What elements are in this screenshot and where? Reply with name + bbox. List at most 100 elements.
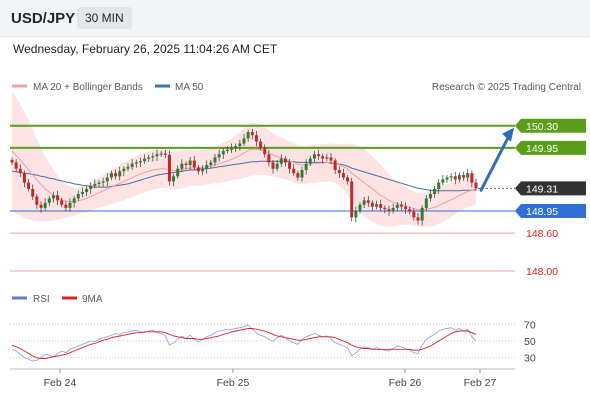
candle — [234, 143, 238, 152]
candle — [420, 205, 424, 226]
candle-body — [375, 204, 379, 207]
candle-body — [399, 204, 403, 207]
rsi-tick-70: 70 — [524, 319, 536, 331]
candle — [317, 149, 321, 161]
candle-body — [85, 188, 89, 193]
candle — [358, 202, 362, 214]
candle — [51, 191, 55, 203]
candle-body — [109, 173, 113, 178]
candle — [105, 173, 109, 187]
candle — [288, 158, 292, 174]
candle-body — [445, 177, 449, 180]
candle-body — [201, 168, 205, 172]
candle — [147, 154, 151, 162]
candle-body — [89, 185, 93, 189]
candle — [43, 198, 47, 211]
candle-body — [138, 161, 142, 163]
candle — [163, 150, 167, 159]
candle-body — [370, 202, 374, 207]
candle — [176, 165, 180, 179]
candle-body — [300, 170, 304, 178]
price-label-text: 149.95 — [526, 143, 558, 155]
bollinger-band-fill — [12, 91, 476, 227]
candle — [122, 166, 126, 177]
candle-body — [22, 173, 26, 183]
candle-body — [31, 188, 35, 197]
candle-body — [80, 192, 84, 194]
candle — [337, 166, 341, 178]
candle-body — [296, 173, 300, 178]
candle — [375, 200, 379, 210]
candle — [445, 175, 449, 183]
candle-body — [408, 209, 412, 212]
candle — [22, 170, 26, 188]
candle-body — [341, 173, 345, 178]
candle — [312, 150, 316, 162]
symbol-title: USD/JPY — [11, 10, 76, 27]
candle-body — [60, 200, 64, 205]
candle-body — [279, 158, 283, 164]
candles — [10, 128, 478, 226]
projection-arrow — [479, 127, 514, 192]
candle-body — [275, 163, 279, 169]
candle-body — [230, 147, 234, 150]
price-label-149-95: 149.95 — [515, 140, 586, 155]
price-label-text: 148.60 — [526, 228, 558, 240]
price-label-text: 148.00 — [526, 266, 558, 278]
candle — [279, 154, 283, 167]
candle — [329, 152, 333, 164]
candle-body — [225, 149, 229, 152]
candle — [60, 197, 64, 208]
candle-body — [437, 182, 441, 189]
candle-body — [337, 170, 341, 174]
candle — [416, 212, 420, 225]
candle — [428, 189, 432, 202]
candle — [404, 202, 408, 214]
candle — [217, 149, 221, 162]
candle-body — [192, 160, 196, 168]
candle — [254, 130, 258, 147]
time-tick-feb-24: Feb 24 — [44, 377, 77, 389]
candle-body — [433, 188, 437, 194]
price-label-148-95: 148.95 — [515, 204, 586, 219]
candle — [238, 140, 242, 151]
candle — [275, 160, 279, 172]
candle — [118, 166, 122, 181]
candle — [72, 195, 76, 208]
candle — [89, 182, 93, 194]
candle — [68, 198, 72, 212]
candle-body — [130, 163, 134, 167]
candle — [267, 149, 271, 167]
candle — [457, 172, 461, 182]
candle-body — [453, 176, 457, 180]
candle — [408, 206, 412, 215]
candle — [433, 186, 437, 199]
ma20-line — [11, 148, 477, 211]
candle — [391, 203, 395, 214]
candle-body — [358, 204, 362, 212]
candle-body — [10, 159, 14, 163]
candle — [85, 186, 89, 197]
time-axis: Feb 24 Feb 25 Feb 26 Feb 27 — [44, 369, 496, 389]
candle — [362, 196, 366, 209]
candle-body — [39, 204, 43, 208]
candle-body — [312, 154, 316, 159]
timeframe-button[interactable]: 30 MIN — [77, 7, 132, 29]
candle — [47, 195, 51, 207]
candle-body — [18, 168, 22, 174]
candle-body — [101, 181, 105, 183]
candle-body — [329, 157, 333, 161]
rsi-tick-30: 30 — [524, 353, 536, 365]
candle — [18, 164, 22, 178]
rsi-line — [11, 324, 477, 362]
price-label-box — [515, 118, 586, 133]
candle-body — [424, 198, 428, 208]
candle — [304, 159, 308, 175]
price-label-text: 149.31 — [526, 183, 558, 195]
candle-body — [122, 168, 126, 172]
candle-body — [395, 204, 399, 208]
candle — [449, 172, 453, 182]
main-legend: MA 20 + Bollinger Bands MA 50 Research ©… — [12, 82, 581, 93]
candle — [180, 159, 184, 173]
candle — [366, 195, 370, 207]
